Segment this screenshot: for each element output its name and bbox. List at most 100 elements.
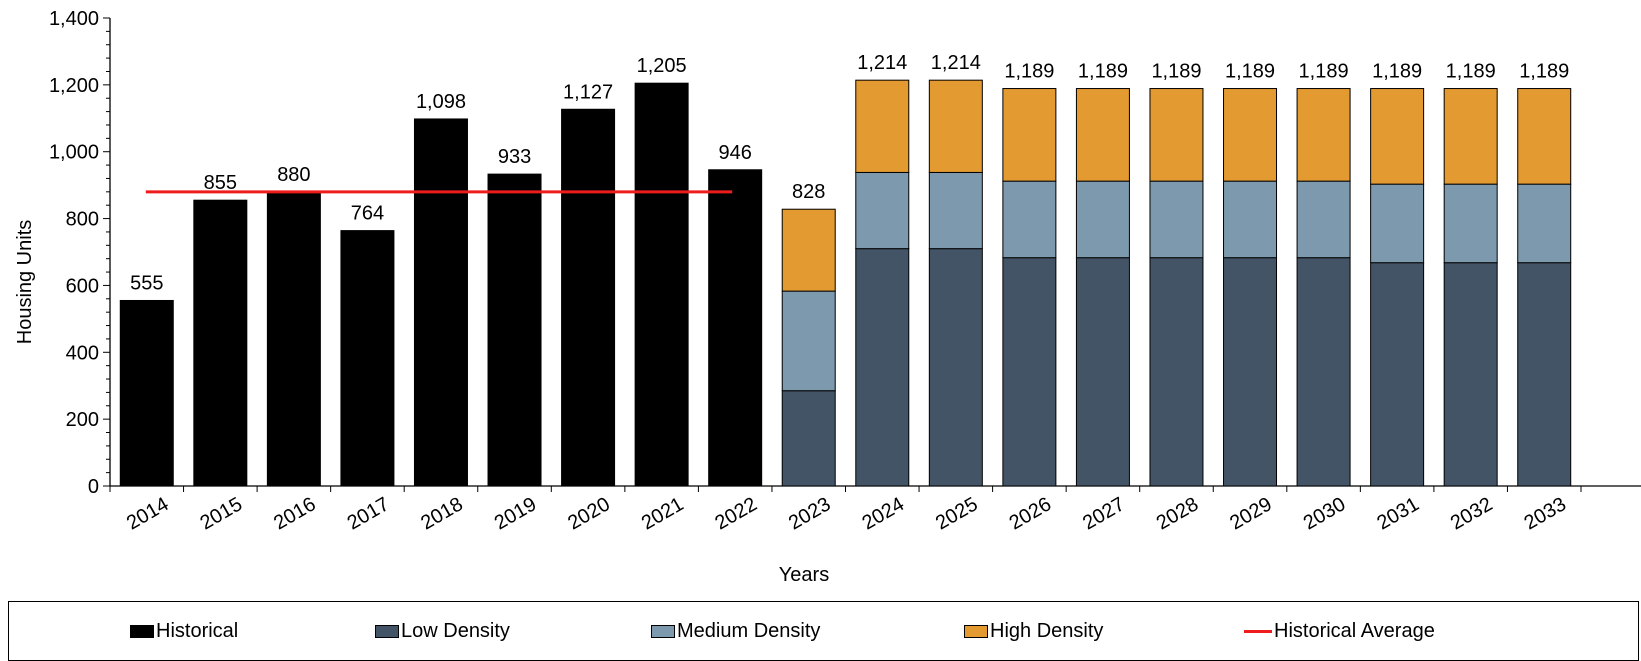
x-tick-label: 2032: [1447, 493, 1497, 534]
legend: Historical Low Density Medium Density Hi…: [8, 601, 1639, 661]
bar-high-density: [928, 79, 983, 173]
bar-total-label: 1,189: [1225, 61, 1275, 83]
y-tick-label: 200: [66, 409, 99, 431]
bar-low-density: [1002, 257, 1057, 487]
bar-low-density: [1075, 257, 1130, 487]
y-tick-label: 800: [66, 209, 99, 231]
bar-low-density: [1149, 257, 1204, 487]
bar-low-density: [1223, 257, 1278, 487]
bar-medium-density: [1517, 183, 1572, 264]
bar-low-density: [1296, 257, 1351, 487]
bar-medium-density: [1149, 180, 1204, 259]
bar-medium-density: [928, 171, 983, 250]
bar-historical: [119, 299, 174, 487]
x-tick-label: 2029: [1226, 493, 1276, 534]
bar-total-label: 1,098: [416, 91, 466, 113]
bar-total-label: 1,189: [1004, 61, 1054, 83]
bar-historical: [193, 199, 248, 487]
x-tick-label: 2017: [344, 493, 394, 534]
bar-medium-density: [1002, 180, 1057, 259]
y-tick-label: 0: [88, 476, 99, 498]
legend-label-historical-average: Historical Average: [1274, 619, 1435, 642]
bar-high-density: [1517, 88, 1572, 185]
bar-high-density: [1002, 88, 1057, 182]
x-tick-label: 2020: [564, 493, 614, 534]
bar-medium-density: [1075, 180, 1130, 259]
bar-low-density: [1370, 262, 1425, 487]
legend-swatch-medium-density: [651, 624, 675, 638]
x-tick-label: 2015: [197, 493, 247, 534]
bar-high-density: [1296, 88, 1351, 182]
x-tick-label: 2028: [1153, 493, 1203, 534]
bar-total-label: 1,214: [857, 52, 907, 74]
x-tick-label: 2014: [123, 493, 173, 534]
bar-medium-density: [855, 171, 910, 250]
bar-total-label: 946: [718, 142, 751, 164]
bar-historical: [561, 108, 616, 487]
bar-high-density: [855, 79, 910, 173]
x-tick-label: 2019: [491, 493, 541, 534]
bar-low-density: [1517, 262, 1572, 487]
legend-swatch-historical-average: [1244, 629, 1272, 633]
legend-swatch-historical: [130, 624, 154, 638]
x-tick-label: 2027: [1079, 493, 1129, 534]
legend-item-low-density: Low Density: [375, 602, 510, 660]
bar-total-label: 1,214: [931, 52, 981, 74]
bar-medium-density: [1370, 183, 1425, 264]
bar-historical: [413, 118, 468, 487]
legend-swatch-high-density: [964, 624, 988, 638]
bar-total-label: 1,189: [1519, 61, 1569, 83]
y-tick-label: 400: [66, 342, 99, 364]
legend-label-historical: Historical: [156, 619, 239, 642]
x-tick-label: 2022: [711, 493, 761, 534]
x-tick-label: 2021: [638, 493, 688, 534]
bar-total-label: 555: [130, 272, 163, 294]
bar-medium-density: [1296, 180, 1351, 259]
legend-item-medium-density: Medium Density: [651, 602, 820, 660]
y-tick-label: 1,000: [49, 142, 99, 164]
y-tick-label: 1,400: [49, 8, 99, 30]
bar-total-label: 933: [498, 146, 531, 168]
bar-total-label: 855: [204, 172, 237, 194]
bar-medium-density: [1223, 180, 1278, 259]
bar-total-label: 1,189: [1446, 61, 1496, 83]
bar-medium-density: [781, 290, 836, 392]
x-tick-label: 2024: [859, 493, 909, 534]
bar-low-density: [855, 248, 910, 487]
bar-historical: [487, 173, 542, 487]
x-tick-label: 2031: [1373, 493, 1423, 534]
legend-swatch-low-density: [375, 624, 399, 638]
legend-label-high-density: High Density: [990, 619, 1104, 642]
bar-total-label: 764: [351, 203, 384, 225]
bar-total-label: 1,127: [563, 81, 613, 103]
bars: [119, 79, 1572, 487]
x-tick-label: 2026: [1006, 493, 1056, 534]
x-tick-label: 2016: [270, 493, 320, 534]
bar-total-label: 880: [277, 164, 310, 186]
bar-high-density: [1370, 88, 1425, 185]
x-axis: 2014 2015 2016 2017 2018 2019 2020 2021 2022 2023…: [109, 485, 1641, 534]
bar-total-label: 1,189: [1372, 61, 1422, 83]
x-tick-label: 2025: [932, 493, 982, 534]
bar-high-density: [1075, 88, 1130, 182]
bar-total-label: 1,205: [637, 55, 687, 77]
x-tick-label: 2023: [785, 493, 835, 534]
x-axis-title: Years: [779, 564, 829, 586]
x-tick-label: 2018: [417, 493, 467, 534]
x-tick-label: 2030: [1300, 493, 1350, 534]
y-axis-title: Housing Units: [14, 220, 36, 345]
bar-historical: [634, 82, 689, 487]
bar-high-density: [1223, 88, 1278, 182]
legend-item-historical-average: Historical Average: [1244, 602, 1435, 660]
x-tick-label: 2033: [1520, 493, 1570, 534]
bar-total-label: 1,189: [1151, 61, 1201, 83]
bar-historical: [266, 191, 321, 487]
legend-item-historical: Historical: [130, 602, 238, 660]
bar-total-label: 1,189: [1078, 61, 1128, 83]
bar-high-density: [781, 208, 836, 292]
bar-low-density: [928, 248, 983, 487]
y-tick-label: 600: [66, 275, 99, 297]
bar-low-density: [781, 390, 836, 487]
legend-item-high-density: High Density: [964, 602, 1103, 660]
